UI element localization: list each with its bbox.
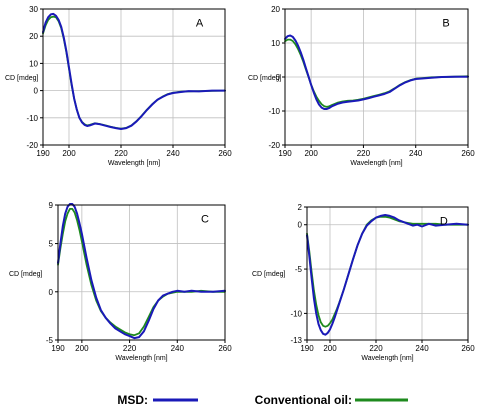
x-axis-label: Wavelength [nm] bbox=[361, 355, 413, 362]
chart-panel-b: 190 200 220 240 260 20 10 0 -10 -20 Wavelength [nm… bbox=[248, 5, 475, 167]
x-axis-label: Wavelength [nm] bbox=[115, 355, 167, 362]
y-tick-label: -20 bbox=[26, 141, 38, 150]
x-tick-label: 190 bbox=[300, 344, 314, 353]
x-axis-label: Wavelength [nm] bbox=[350, 160, 402, 167]
panel-letter: C bbox=[201, 214, 209, 226]
legend: MSD: Conventional oil: bbox=[117, 393, 408, 407]
y-tick-label: 2 bbox=[298, 203, 303, 212]
y-tick-label: -10 bbox=[268, 107, 280, 116]
x-tick-label: 260 bbox=[218, 344, 232, 353]
y-tick-label: 9 bbox=[49, 201, 54, 210]
x-tick-label: 260 bbox=[218, 149, 232, 158]
y-tick-label: -5 bbox=[46, 336, 54, 345]
series-line-msd bbox=[306, 214, 469, 336]
y-tick-label: -10 bbox=[290, 309, 302, 318]
plot-area bbox=[58, 205, 225, 340]
y-tick-label: 10 bbox=[271, 39, 280, 48]
series-line-msd bbox=[57, 203, 226, 340]
y-tick-label: 20 bbox=[271, 5, 280, 14]
y-axis-label: CD [mdeg] bbox=[248, 75, 282, 82]
x-tick-label: 200 bbox=[304, 149, 318, 158]
chart-panel-a: 190 200 220 240 260 30 20 10 0 -10 -20 Wavelength [… bbox=[5, 5, 232, 167]
x-tick-label: 240 bbox=[415, 344, 429, 353]
x-tick-label: 260 bbox=[461, 149, 475, 158]
y-tick-label: -10 bbox=[26, 114, 38, 123]
y-tick-label: 30 bbox=[29, 5, 38, 14]
x-tick-label: 190 bbox=[51, 344, 65, 353]
y-tick-label: 5 bbox=[49, 240, 54, 249]
x-tick-label: 190 bbox=[278, 149, 292, 158]
x-axis-label: Wavelength [nm] bbox=[108, 160, 160, 167]
series-line-msd bbox=[42, 12, 226, 130]
chart-panel-c: 190 200 220 240 260 9 5 0 -5 Wavelength [nm] CD [m… bbox=[9, 201, 232, 362]
y-tick-label: 0 bbox=[49, 288, 54, 297]
y-tick-label: -13 bbox=[290, 336, 302, 345]
x-tick-label: 200 bbox=[323, 344, 337, 353]
y-axis-label: CD [mdeg] bbox=[5, 75, 39, 82]
chart-panel-d: 190 200 220 240 260 2 0 -5 -10 -13 Wavelength [nm]… bbox=[252, 203, 475, 362]
x-tick-label: 190 bbox=[36, 149, 50, 158]
plot-frame bbox=[57, 204, 226, 341]
x-tick-label: 240 bbox=[409, 149, 423, 158]
x-tick-label: 220 bbox=[114, 149, 128, 158]
panel-letter: D bbox=[440, 215, 448, 227]
legend-label-msd: MSD: bbox=[117, 393, 148, 407]
x-tick-label: 200 bbox=[75, 344, 89, 353]
y-axis-label: CD [mdeg] bbox=[9, 271, 43, 278]
y-tick-label: 0 bbox=[34, 87, 39, 96]
y-tick-label: -20 bbox=[268, 141, 280, 150]
y-tick-label: 0 bbox=[276, 73, 281, 82]
legend-label-oil: Conventional oil: bbox=[255, 393, 352, 407]
series-line-msd bbox=[284, 34, 469, 110]
x-tick-label: 220 bbox=[369, 344, 383, 353]
plot-frame bbox=[42, 8, 226, 146]
y-tick-label: 20 bbox=[29, 32, 38, 41]
y-tick-label: 10 bbox=[29, 59, 38, 68]
y-tick-label: -5 bbox=[295, 265, 303, 274]
y-tick-label: 0 bbox=[298, 221, 303, 230]
plot-frame bbox=[306, 206, 469, 341]
panel-letter: A bbox=[196, 18, 204, 30]
x-tick-label: 200 bbox=[62, 149, 76, 158]
x-tick-label: 240 bbox=[166, 149, 180, 158]
x-tick-label: 220 bbox=[123, 344, 137, 353]
x-tick-label: 220 bbox=[357, 149, 371, 158]
panel-letter: B bbox=[442, 18, 449, 30]
x-tick-label: 240 bbox=[171, 344, 185, 353]
y-axis-label: CD [mdeg] bbox=[252, 271, 286, 278]
x-tick-label: 260 bbox=[461, 344, 475, 353]
